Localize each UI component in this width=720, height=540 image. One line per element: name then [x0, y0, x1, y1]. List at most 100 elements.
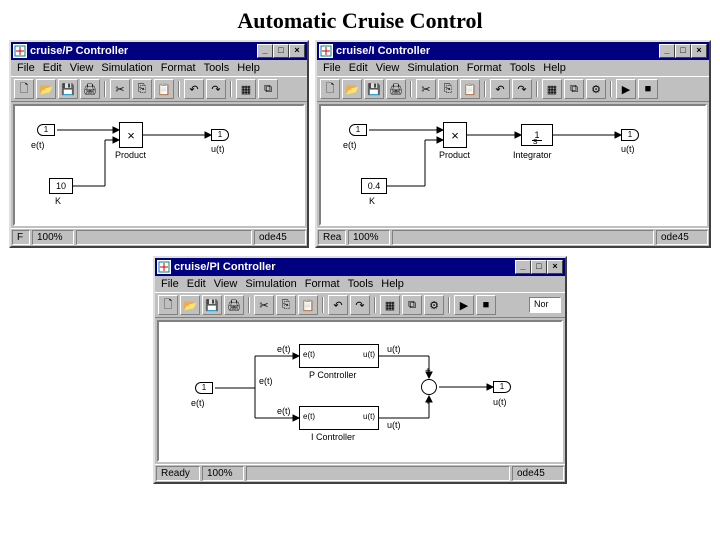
sum-plus-icon: + [425, 397, 431, 408]
app-icon [319, 44, 333, 58]
redo-button[interactable]: ↷ [350, 295, 370, 315]
menu-format[interactable]: Format [305, 278, 340, 290]
titlebar[interactable]: cruise/I Controller _ □ × [317, 42, 709, 60]
new-button[interactable]: 🗋 [320, 79, 340, 99]
inport-block[interactable]: 1 [37, 124, 55, 136]
menu-format[interactable]: Format [161, 62, 196, 74]
menu-simulation[interactable]: Simulation [245, 278, 296, 290]
maximize-button[interactable]: □ [531, 260, 547, 274]
outport-block[interactable]: 1 [493, 381, 511, 393]
paste-button[interactable]: 📋 [298, 295, 318, 315]
maximize-button[interactable]: □ [273, 44, 289, 58]
separator-icon [372, 295, 378, 315]
minimize-button[interactable]: _ [515, 260, 531, 274]
constant-block[interactable]: 10 [49, 178, 73, 194]
product-block[interactable]: × [119, 122, 143, 148]
port-label: u(t) [363, 412, 375, 421]
menu-edit[interactable]: Edit [43, 62, 62, 74]
cut-button[interactable]: ✂ [254, 295, 274, 315]
model-canvas[interactable]: 1 e(t) × Product 10 K 1 u(t) [13, 104, 305, 226]
print-button[interactable]: 🖨 [80, 79, 100, 99]
outport-block[interactable]: 1 [621, 129, 639, 141]
status-solver: ode45 [512, 466, 564, 481]
titlebar[interactable]: cruise/P Controller _ □ × [11, 42, 307, 60]
paste-button[interactable]: 📋 [154, 79, 174, 99]
open-button[interactable]: 📂 [36, 79, 56, 99]
close-button[interactable]: × [691, 44, 707, 58]
print-button[interactable]: 🖨 [386, 79, 406, 99]
save-button[interactable]: 💾 [202, 295, 222, 315]
stop-button[interactable]: ■ [638, 79, 658, 99]
inport-block[interactable]: 1 [349, 124, 367, 136]
copy-button[interactable]: ⎘ [438, 79, 458, 99]
redo-button[interactable]: ↷ [206, 79, 226, 99]
scope-button[interactable]: ⧉ [402, 295, 422, 315]
inport-block[interactable]: 1 [195, 382, 213, 394]
menu-tools[interactable]: Tools [348, 278, 374, 290]
menu-view[interactable]: View [70, 62, 94, 74]
titlebar[interactable]: cruise/PI Controller _ □ × [155, 258, 565, 276]
signal-label: u(t) [387, 420, 401, 430]
menu-tools[interactable]: Tools [204, 62, 230, 74]
menu-file[interactable]: File [161, 278, 179, 290]
menu-help[interactable]: Help [381, 278, 404, 290]
menu-file[interactable]: File [323, 62, 341, 74]
status-zoom: 100% [32, 230, 74, 245]
new-button[interactable]: 🗋 [14, 79, 34, 99]
paste-button[interactable]: 📋 [460, 79, 480, 99]
menu-view[interactable]: View [376, 62, 400, 74]
constant-block[interactable]: 0.4 [361, 178, 387, 194]
model-canvas[interactable]: 1 e(t) e(t) e(t) u(t) P Controller e(t) … [157, 320, 563, 462]
menu-help[interactable]: Help [237, 62, 260, 74]
port-label: e(t) [303, 412, 315, 421]
menu-format[interactable]: Format [467, 62, 502, 74]
copy-button[interactable]: ⎘ [132, 79, 152, 99]
block-label: u(t) [211, 144, 225, 154]
window-title: cruise/P Controller [30, 45, 254, 57]
cut-button[interactable]: ✂ [416, 79, 436, 99]
print-button[interactable]: 🖨 [224, 295, 244, 315]
play-button[interactable]: ▶ [454, 295, 474, 315]
product-block[interactable]: × [443, 122, 467, 148]
menu-view[interactable]: View [214, 278, 238, 290]
build-button[interactable]: ⚙ [586, 79, 606, 99]
close-button[interactable]: × [289, 44, 305, 58]
undo-button[interactable]: ↶ [490, 79, 510, 99]
menu-file[interactable]: File [17, 62, 35, 74]
save-button[interactable]: 💾 [364, 79, 384, 99]
minimize-button[interactable]: _ [659, 44, 675, 58]
undo-button[interactable]: ↶ [184, 79, 204, 99]
play-button[interactable]: ▶ [616, 79, 636, 99]
library-button[interactable]: ▦ [380, 295, 400, 315]
outport-block[interactable]: 1 [211, 129, 229, 141]
open-button[interactable]: 📂 [342, 79, 362, 99]
build-button[interactable]: ⚙ [424, 295, 444, 315]
toolbar-field[interactable]: Nor [529, 297, 561, 313]
menu-edit[interactable]: Edit [349, 62, 368, 74]
new-button[interactable]: 🗋 [158, 295, 178, 315]
menu-tools[interactable]: Tools [510, 62, 536, 74]
cut-button[interactable]: ✂ [110, 79, 130, 99]
scope-button[interactable]: ⧉ [564, 79, 584, 99]
minimize-button[interactable]: _ [257, 44, 273, 58]
undo-button[interactable]: ↶ [328, 295, 348, 315]
save-button[interactable]: 💾 [58, 79, 78, 99]
copy-button[interactable]: ⎘ [276, 295, 296, 315]
redo-button[interactable]: ↷ [512, 79, 532, 99]
subsystem-i-block[interactable]: e(t) u(t) [299, 406, 379, 430]
model-canvas[interactable]: 1 e(t) × Product 1 s Integrator 0.4 K 1 … [319, 104, 707, 226]
menu-help[interactable]: Help [543, 62, 566, 74]
open-button[interactable]: 📂 [180, 295, 200, 315]
menu-simulation[interactable]: Simulation [101, 62, 152, 74]
library-button[interactable]: ▦ [542, 79, 562, 99]
menu-edit[interactable]: Edit [187, 278, 206, 290]
stop-button[interactable]: ■ [476, 295, 496, 315]
menu-simulation[interactable]: Simulation [407, 62, 458, 74]
scope-button[interactable]: ⧉ [258, 79, 278, 99]
sum-block[interactable] [421, 379, 437, 395]
library-button[interactable]: ▦ [236, 79, 256, 99]
signal-label: u(t) [387, 344, 401, 354]
maximize-button[interactable]: □ [675, 44, 691, 58]
subsystem-p-block[interactable]: e(t) u(t) [299, 344, 379, 368]
close-button[interactable]: × [547, 260, 563, 274]
